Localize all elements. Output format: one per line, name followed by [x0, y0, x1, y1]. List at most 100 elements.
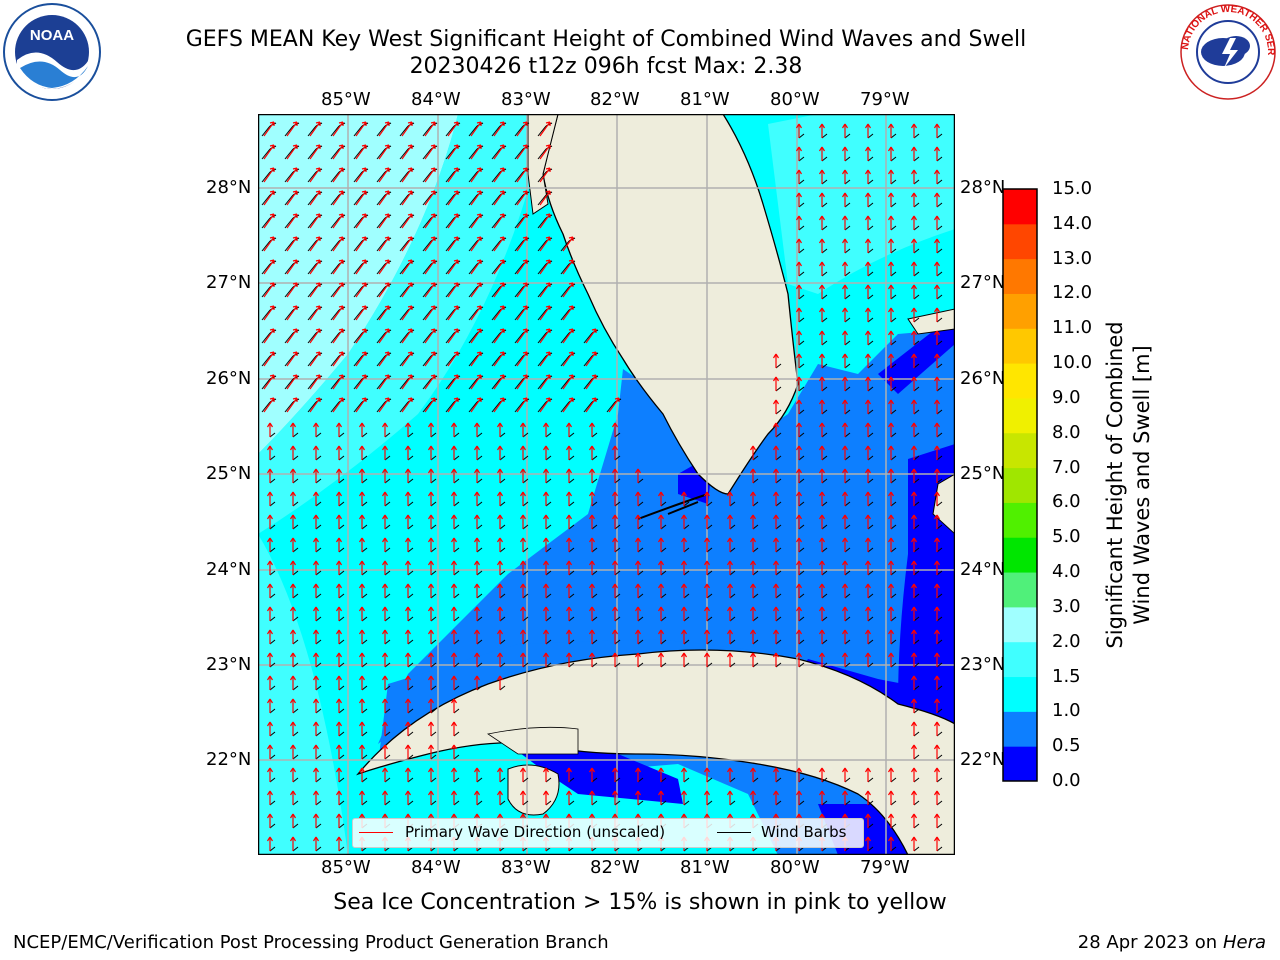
wave-direction-arrow: [450, 514, 458, 529]
wave-direction-arrow: [496, 790, 504, 805]
wave-direction-arrow: [562, 282, 574, 298]
wave-direction-arrow: [473, 491, 481, 506]
wave-direction-arrow: [473, 675, 481, 690]
wave-direction-arrow: [933, 192, 941, 207]
wave-direction-arrow: [864, 491, 872, 506]
wave-direction-arrow: [473, 629, 481, 644]
wave-direction-arrow: [726, 606, 734, 621]
wave-direction-arrow: [864, 606, 872, 621]
wave-direction-arrow: [795, 192, 803, 207]
wave-direction-arrow: [516, 121, 528, 137]
wave-direction-arrow: [887, 583, 895, 598]
wave-direction-arrow: [332, 351, 344, 367]
wave-direction-arrow: [772, 537, 780, 552]
wave-direction-arrow: [424, 259, 436, 275]
wave-direction-arrow: [378, 236, 390, 252]
wave-direction-arrow: [519, 606, 527, 621]
wave-direction-arrow: [841, 514, 849, 529]
wave-direction-arrow: [424, 397, 436, 413]
wave-direction-arrow: [910, 606, 918, 621]
wave-direction-arrow: [312, 767, 320, 782]
wave-direction-arrow: [841, 330, 849, 345]
wave-direction-arrow: [542, 537, 550, 552]
field-band-1.5-2-south: [258, 534, 348, 855]
wave-direction-arrow: [309, 121, 321, 137]
florida-nw-coast: [527, 114, 559, 215]
wave-direction-arrow: [266, 422, 274, 437]
wave-direction-arrow: [332, 167, 344, 183]
wave-direction-arrow: [611, 606, 619, 621]
lon-label-top: 84°W: [411, 89, 461, 110]
wave-direction-arrow: [516, 397, 528, 413]
lat-label-right: 23°N: [960, 654, 1006, 675]
colorbar-frame: [1002, 188, 1038, 782]
wave-direction-arrow: [358, 491, 366, 506]
wave-direction-arrow: [427, 606, 435, 621]
wave-direction-arrow: [404, 422, 412, 437]
wave-direction-arrow: [887, 560, 895, 575]
colorbar-segment: [1003, 537, 1037, 573]
wave-direction-arrow: [841, 652, 849, 667]
wave-direction-arrow: [427, 629, 435, 644]
wave-direction-arrow: [335, 606, 343, 621]
wave-direction-arrow: [289, 675, 297, 690]
wave-direction-arrow: [864, 399, 872, 414]
wave-direction-arrow: [381, 744, 389, 759]
wave-direction-arrow: [381, 468, 389, 483]
wave-direction-arrow: [404, 652, 412, 667]
wave-direction-arrow: [516, 328, 528, 344]
wave-direction-arrow: [266, 514, 274, 529]
colorbar-segment: [1003, 711, 1037, 747]
wave-direction-arrow: [263, 213, 275, 229]
wave-direction-arrow: [864, 652, 872, 667]
wave-direction-arrow: [841, 790, 849, 805]
wave-direction-arrow: [703, 514, 711, 529]
wave-direction-arrow: [933, 675, 941, 690]
wave-direction-arrow: [818, 629, 826, 644]
wave-direction-arrow: [332, 121, 344, 137]
wave-direction-arrow: [539, 328, 551, 344]
florida-land: [542, 114, 799, 495]
wave-direction-arrow: [335, 652, 343, 667]
wave-direction-arrow: [358, 629, 366, 644]
wave-direction-arrow: [588, 583, 596, 598]
wave-direction-arrow: [266, 468, 274, 483]
wave-direction-arrow: [749, 583, 757, 598]
wave-direction-arrow: [933, 537, 941, 552]
wave-direction-arrow: [588, 790, 596, 805]
wave-direction-arrow: [335, 491, 343, 506]
wave-direction-arrow: [404, 767, 412, 782]
wave-direction-arrow: [473, 514, 481, 529]
wave-direction-arrow: [795, 123, 803, 138]
wave-direction-arrow: [378, 167, 390, 183]
wave-direction-arrow: [864, 123, 872, 138]
wave-direction-arrow: [473, 652, 481, 667]
wave-direction-arrow: [404, 721, 412, 736]
wave-direction-arrow: [933, 468, 941, 483]
lon-label-bottom: 82°W: [590, 857, 640, 878]
wave-direction-arrow: [818, 215, 826, 230]
wave-direction-arrow: [933, 215, 941, 230]
wave-direction-arrow: [289, 560, 297, 575]
wave-direction-arrow: [286, 374, 298, 390]
wave-direction-arrow: [381, 629, 389, 644]
wave-direction-arrow: [335, 790, 343, 805]
wave-direction-arrow: [910, 468, 918, 483]
wave-direction-arrow: [427, 445, 435, 460]
wave-direction-arrow: [266, 675, 274, 690]
wave-direction-arrow: [516, 282, 528, 298]
lon-label-bottom: 84°W: [411, 857, 461, 878]
wave-direction-arrow: [542, 491, 550, 506]
florida-keys: [637, 493, 709, 520]
wave-direction-arrow: [841, 192, 849, 207]
wave-direction-arrow: [263, 374, 275, 390]
wave-direction-arrow: [447, 259, 459, 275]
lat-label-right: 26°N: [960, 368, 1006, 389]
wave-direction-arrow: [358, 537, 366, 552]
wave-direction-arrow: [496, 514, 504, 529]
wave-direction-arrow: [795, 399, 803, 414]
wave-direction-arrow: [634, 629, 642, 644]
wave-direction-arrow: [263, 351, 275, 367]
wave-direction-arrow: [266, 836, 274, 851]
wave-direction-arrow: [312, 491, 320, 506]
